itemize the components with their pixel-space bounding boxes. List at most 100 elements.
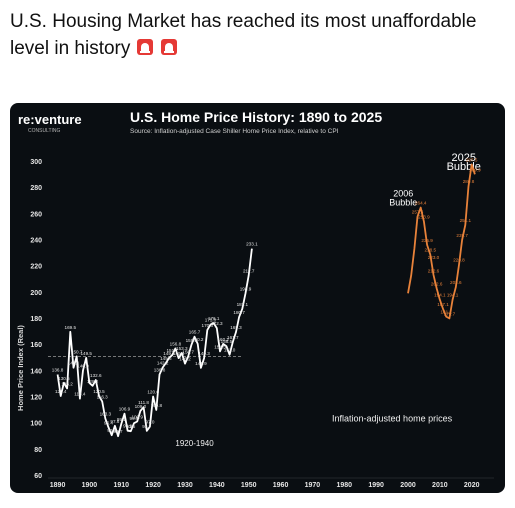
data-label: 253.9 <box>418 214 430 219</box>
chart-subtitle: Source: Inflation-adjusted Case Shiller … <box>130 128 339 135</box>
data-label: 111.8 <box>138 400 149 405</box>
data-label: 165.7 <box>189 330 201 335</box>
data-label: 89.7 <box>114 429 123 434</box>
x-tick-label: 1940 <box>209 482 225 489</box>
data-label: 212.7 <box>243 268 255 273</box>
data-label: 223.0 <box>428 255 440 260</box>
data-label: 280.8 <box>463 179 475 184</box>
data-label: 93.5 <box>126 424 135 429</box>
data-label: 93.7 <box>142 424 151 429</box>
data-label: 202.6 <box>431 281 443 286</box>
data-label: 154.5 <box>214 344 226 349</box>
data-label: 142.2 <box>157 360 169 365</box>
data-label: 297.5 <box>466 157 478 162</box>
y-tick-label: 100 <box>30 421 42 428</box>
data-label: 235.9 <box>421 238 433 243</box>
data-label: 153.3 <box>176 346 188 351</box>
annotation-home-prices: Inflation-adjusted home prices <box>332 413 453 423</box>
x-tick-label: 1890 <box>50 482 66 489</box>
post-title: U.S. Housing Market has reached its most… <box>10 8 480 62</box>
post-title-text: U.S. Housing Market has reached its most… <box>10 11 477 59</box>
y-tick-label: 300 <box>30 159 42 166</box>
data-label: 136.8 <box>52 368 64 373</box>
x-tick-label: 1960 <box>273 482 289 489</box>
data-label: 220.8 <box>453 258 465 263</box>
y-tick-label: 160 <box>30 342 42 349</box>
data-label: 109.0 <box>135 404 147 409</box>
data-label: 141.9 <box>195 361 207 366</box>
data-label: 145.6 <box>160 356 172 361</box>
data-label: 158.5 <box>221 339 233 344</box>
data-label: 120.4 <box>55 389 67 394</box>
x-tick-label: 1990 <box>368 482 384 489</box>
y-tick-label: 260 <box>30 211 42 218</box>
x-tick-label: 1930 <box>177 482 193 489</box>
data-label: 96.4 <box>104 420 113 425</box>
data-label: 181.1 <box>440 310 452 315</box>
x-tick-label: 1900 <box>82 482 98 489</box>
data-label: 179.7 <box>444 311 456 316</box>
y-tick-label: 200 <box>30 290 42 297</box>
data-label: 93.9 <box>123 424 132 429</box>
data-label: 120.0 <box>147 390 159 395</box>
y-tick-label: 80 <box>34 447 42 454</box>
data-label: 118.4 <box>74 392 86 397</box>
data-label: 160.2 <box>217 337 229 342</box>
bubble-series-line <box>407 163 476 320</box>
data-label: 149.3 <box>198 351 210 356</box>
x-tick-label: 1920 <box>145 482 161 489</box>
data-label: 175.0 <box>205 318 217 323</box>
data-label: 180.7 <box>233 310 245 315</box>
x-tick-label: 2010 <box>432 482 448 489</box>
y-tick-label: 280 <box>30 185 42 192</box>
y-tick-label: 240 <box>30 238 42 245</box>
data-label: 149.5 <box>163 351 175 356</box>
axes-layer: 60 80 100 120 140 160 180 200 220 240 260 280 300 189… <box>30 159 494 489</box>
data-label: 169.3 <box>230 325 242 330</box>
x-tick-label: 1970 <box>305 482 321 489</box>
data-label: 228.5 <box>425 248 437 253</box>
data-label: 97.6 <box>110 419 119 424</box>
y-tick-label: 180 <box>30 316 42 323</box>
data-label: 150.7 <box>71 349 83 354</box>
callout-2006-year: 2006 <box>393 188 413 198</box>
home-price-chart: re:venture CONSULTING U.S. Home Price Hi… <box>10 103 505 493</box>
data-label: 149.4 <box>173 351 185 356</box>
brand-logo: re:venture <box>18 112 82 127</box>
data-label: 128.2 <box>87 379 99 384</box>
data-label: 194.1 <box>434 293 446 298</box>
callout-2025-year: 2025 <box>451 152 475 164</box>
data-label: 187.1 <box>437 302 449 307</box>
data-label: 106.9 <box>119 407 131 412</box>
y-tick-label: 60 <box>34 473 42 480</box>
data-label: 116.3 <box>97 394 109 399</box>
data-label: 251.1 <box>460 218 472 223</box>
data-label: 187.1 <box>237 302 249 307</box>
x-tick-label: 2020 <box>464 482 480 489</box>
data-label: 151.7 <box>166 348 178 353</box>
x-tick-label: 2000 <box>400 482 416 489</box>
data-label: 203.6 <box>450 280 462 285</box>
data-label: 156.8 <box>170 341 182 346</box>
data-label: 198.9 <box>240 286 252 291</box>
y-tick-label: 220 <box>30 264 42 271</box>
data-label: 97.0 <box>145 420 154 425</box>
chart-panel: re:venture CONSULTING U.S. Home Price Hi… <box>10 103 505 493</box>
data-label: 257.6 <box>412 210 424 215</box>
y-axis-title: Home Price Index (Real) <box>16 325 25 411</box>
data-label: 142.0 <box>68 361 80 366</box>
chart-background <box>10 103 505 493</box>
data-label: 149.5 <box>80 351 92 356</box>
history-series-line <box>56 248 253 438</box>
data-label: 170.8 <box>202 323 214 328</box>
chart-title: U.S. Home Price History: 1890 to 2025 <box>130 109 382 125</box>
x-tick-label: 1950 <box>241 482 257 489</box>
data-label: 161.7 <box>227 335 239 340</box>
data-label: 159.5 <box>186 338 198 343</box>
data-label: 136.8 <box>154 368 166 373</box>
data-label: 109.8 <box>151 403 163 408</box>
police-light-icon <box>161 39 178 55</box>
data-label: 233.1 <box>246 242 258 247</box>
brand-logo-sub: CONSULTING <box>28 128 61 134</box>
